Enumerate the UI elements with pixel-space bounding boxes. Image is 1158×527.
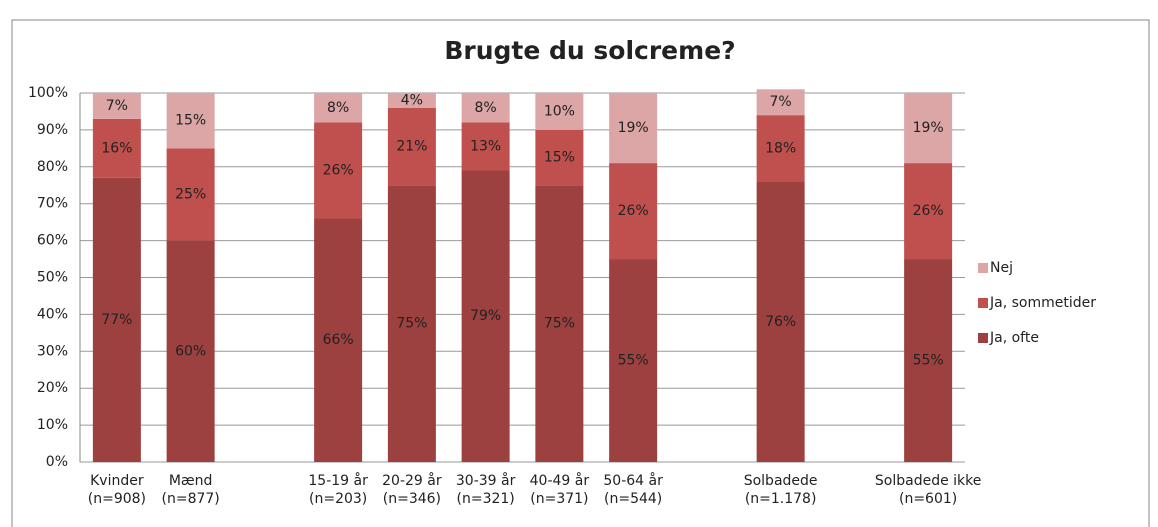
x-tick-label: Kvinder (n=908): [87, 473, 146, 507]
data-label: 75%: [544, 316, 575, 332]
bar-segment: [314, 218, 363, 462]
data-label: 7%: [106, 98, 128, 114]
data-label: 15%: [175, 113, 206, 129]
chart-title: Brugte du solcreme?: [444, 36, 735, 65]
bar-segment: [92, 118, 141, 178]
data-label: 66%: [323, 332, 354, 348]
data-label: 4%: [401, 92, 423, 108]
bar-segment: [387, 93, 436, 108]
data-label: 19%: [913, 120, 944, 136]
data-label: 8%: [327, 100, 349, 116]
bar-segment: [166, 148, 215, 241]
data-label: 25%: [175, 186, 206, 202]
y-tick-label: 70%: [37, 196, 68, 212]
data-label: 13%: [470, 139, 501, 155]
legend-label: Ja, ofte: [989, 330, 1039, 346]
bar-segment: [609, 259, 658, 462]
bar-segment: [461, 93, 510, 123]
legend-swatch: [978, 333, 988, 343]
data-label: 26%: [618, 203, 649, 219]
bar-segment: [756, 89, 805, 116]
y-tick-label: 80%: [37, 159, 68, 175]
y-tick-label: 50%: [37, 270, 68, 286]
data-label: 76%: [765, 314, 796, 330]
data-label: 21%: [396, 139, 427, 155]
y-tick-label: 10%: [37, 417, 68, 433]
data-label: 77%: [101, 312, 132, 328]
data-label: 26%: [913, 203, 944, 219]
bar-segment: [461, 170, 510, 463]
bar-segment: [904, 259, 953, 462]
y-tick-label: 60%: [37, 233, 68, 249]
x-tick-label: Mænd (n=877): [161, 473, 220, 507]
data-label: 26%: [323, 162, 354, 178]
bar-segment: [92, 177, 141, 462]
x-tick-label: 20-29 år (n=346): [382, 473, 442, 507]
data-label: 19%: [618, 120, 649, 136]
bar-segment: [314, 122, 363, 219]
x-tick-label: 50-64 år (n=544): [603, 473, 663, 507]
bar-segment: [904, 93, 953, 164]
bar-segment: [609, 93, 658, 164]
bar-segment: [92, 93, 141, 119]
legend-swatch: [978, 298, 988, 308]
data-label: 75%: [396, 316, 427, 332]
y-tick-label: 20%: [37, 380, 68, 396]
bar-segment: [904, 163, 953, 260]
bar-segment: [387, 185, 436, 462]
data-label: 15%: [544, 150, 575, 166]
data-label: 60%: [175, 343, 206, 359]
y-tick-label: 90%: [37, 122, 68, 138]
y-tick-label: 40%: [37, 306, 68, 322]
data-label: 55%: [618, 353, 649, 369]
data-label: 18%: [765, 140, 796, 156]
data-label: 7%: [770, 94, 792, 110]
y-tick-label: 30%: [37, 343, 68, 359]
data-label: 8%: [475, 100, 497, 116]
y-tick-label: 0%: [46, 454, 68, 470]
legend-label: Ja, sommetider: [989, 295, 1096, 311]
bar-segment: [535, 185, 584, 462]
data-label: 55%: [913, 353, 944, 369]
bar-segment: [166, 240, 215, 462]
bar-segment: [756, 115, 805, 182]
x-tick-label: 30-39 år (n=321): [455, 473, 516, 507]
bar-segment: [756, 181, 805, 462]
bar-segment: [535, 129, 584, 186]
y-tick-label: 100%: [28, 85, 68, 101]
bar-segment: [535, 93, 584, 130]
bar-segment: [609, 163, 658, 260]
legend-swatch: [978, 263, 988, 273]
data-label: 16%: [101, 140, 132, 156]
x-tick-label: Solbadede (n=1.178): [743, 473, 818, 507]
legend-label: Nej: [990, 260, 1013, 276]
x-tick-label: 40-49 år (n=371): [529, 473, 590, 507]
bar-segment: [387, 107, 436, 186]
bar-segment: [166, 93, 215, 149]
x-tick-label: 15-19 år (n=203): [308, 473, 368, 507]
bar-segment: [314, 93, 363, 123]
bar-segment: [461, 122, 510, 171]
x-tick-label: Solbadede ikke (n=601): [874, 473, 982, 507]
data-label: 79%: [470, 308, 501, 324]
data-label: 10%: [544, 103, 575, 119]
